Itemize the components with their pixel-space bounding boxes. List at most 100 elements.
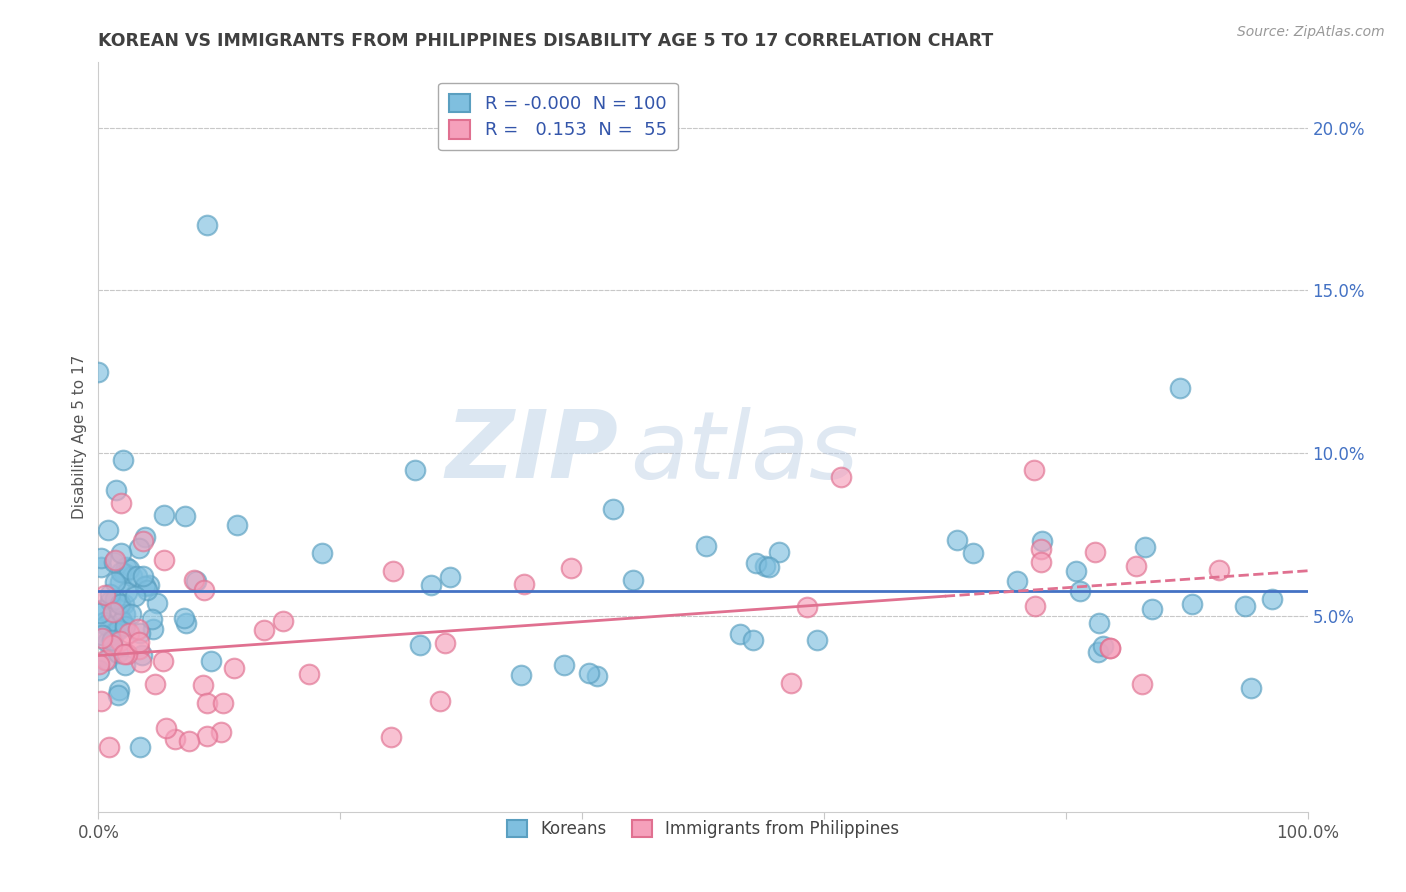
Point (124, 589, 146, 603)
Point (129, 655, 152, 669)
Point (111, 453, 134, 467)
Point (121, 569, 143, 583)
Point (115, 648, 138, 662)
Point (730, 627, 752, 641)
Point (830, 470, 852, 484)
Point (1087, 645, 1109, 659)
Point (553, 657, 575, 672)
Point (98, 586, 121, 600)
Point (101, 634, 124, 648)
Point (1024, 463, 1046, 477)
Point (211, 696, 233, 710)
Point (114, 658, 136, 673)
Point (110, 496, 132, 510)
Text: KOREAN VS IMMIGRANTS FROM PHILIPPINES DISABILITY AGE 5 TO 17 CORRELATION CHART: KOREAN VS IMMIGRANTS FROM PHILIPPINES DI… (98, 32, 994, 50)
Point (195, 219, 218, 233)
Point (107, 623, 129, 637)
Point (253, 623, 276, 637)
Point (153, 508, 176, 522)
Point (409, 639, 432, 653)
Point (429, 694, 451, 708)
Point (796, 600, 818, 615)
Point (695, 539, 717, 553)
Point (195, 729, 218, 743)
Point (381, 564, 404, 578)
Point (127, 622, 149, 636)
Point (1087, 616, 1109, 631)
Point (1099, 640, 1122, 655)
Point (1084, 545, 1107, 559)
Point (768, 545, 790, 559)
Point (946, 533, 969, 548)
Point (87, 365, 110, 379)
Point (104, 483, 127, 497)
Point (90, 628, 112, 642)
Point (104, 575, 127, 590)
Point (104, 591, 127, 606)
Point (184, 574, 207, 588)
Point (1181, 598, 1204, 612)
Text: ZIP: ZIP (446, 406, 619, 498)
Point (578, 666, 600, 681)
Point (134, 579, 156, 593)
Point (90, 602, 112, 616)
Point (118, 625, 141, 640)
Point (128, 626, 150, 640)
Point (131, 648, 153, 662)
Point (115, 560, 138, 574)
Point (89, 664, 111, 678)
Point (146, 596, 169, 610)
Point (174, 615, 197, 630)
Point (120, 607, 142, 621)
Point (101, 633, 124, 648)
Point (128, 541, 150, 556)
Point (143, 677, 166, 691)
Point (112, 597, 135, 611)
Point (602, 502, 624, 516)
Point (177, 734, 200, 748)
Point (152, 654, 174, 668)
Point (141, 612, 163, 626)
Point (93, 653, 115, 667)
Point (1005, 574, 1028, 588)
Point (1208, 563, 1230, 577)
Point (744, 556, 766, 570)
Point (434, 635, 457, 649)
Point (1140, 602, 1163, 616)
Point (174, 509, 197, 524)
Point (110, 546, 132, 560)
Point (560, 561, 582, 575)
Point (110, 597, 132, 611)
Point (90, 560, 112, 574)
Point (90, 550, 112, 565)
Point (128, 635, 150, 649)
Point (117, 585, 139, 599)
Point (806, 632, 828, 647)
Point (96, 635, 118, 649)
Point (96, 653, 118, 667)
Point (103, 555, 125, 569)
Point (89, 607, 111, 621)
Point (129, 739, 152, 754)
Point (1031, 534, 1053, 549)
Point (128, 642, 150, 657)
Point (1098, 641, 1121, 656)
Point (510, 668, 533, 682)
Point (758, 560, 780, 574)
Point (439, 570, 461, 584)
Point (271, 614, 294, 628)
Point (97, 523, 120, 537)
Point (163, 732, 186, 747)
Point (112, 566, 135, 581)
Point (112, 647, 135, 661)
Point (1091, 639, 1114, 653)
Point (1133, 540, 1156, 554)
Point (138, 578, 160, 592)
Point (108, 607, 131, 622)
Point (110, 574, 132, 589)
Point (98, 739, 121, 754)
Point (104, 553, 127, 567)
Point (90, 694, 112, 708)
Point (191, 678, 214, 692)
Point (94, 588, 117, 602)
